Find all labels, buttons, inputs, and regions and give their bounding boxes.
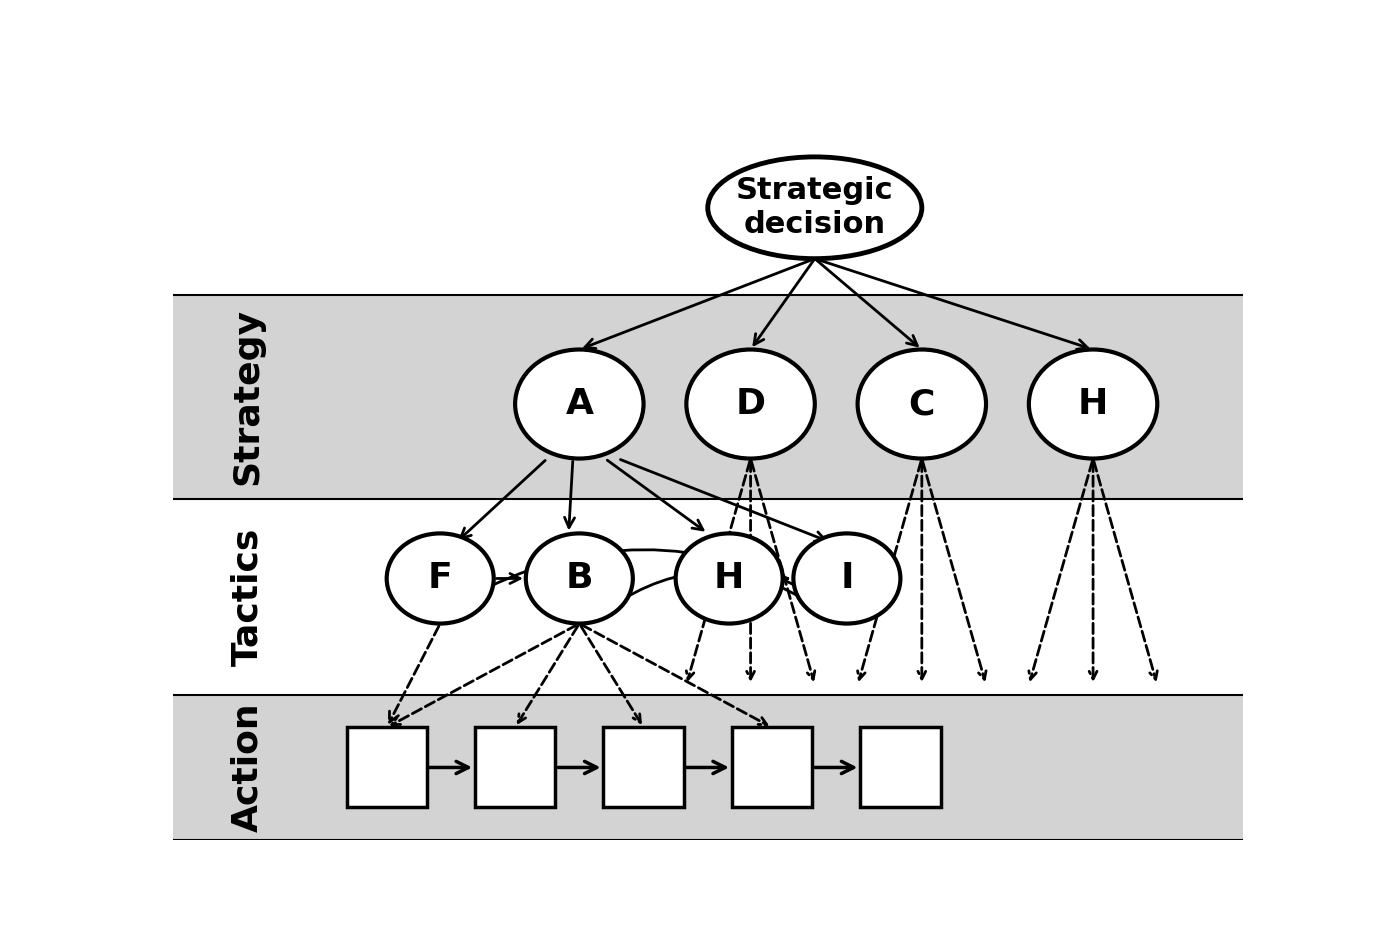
Text: F: F xyxy=(428,562,453,596)
FancyArrowPatch shape xyxy=(751,462,815,680)
Ellipse shape xyxy=(526,533,632,624)
FancyArrowPatch shape xyxy=(818,261,917,346)
FancyArrowPatch shape xyxy=(581,625,766,725)
Bar xyxy=(475,728,555,807)
FancyArrowPatch shape xyxy=(923,462,986,680)
Ellipse shape xyxy=(675,533,783,624)
FancyArrowPatch shape xyxy=(429,762,468,773)
FancyArrowPatch shape xyxy=(620,460,826,541)
Bar xyxy=(173,295,1243,498)
Ellipse shape xyxy=(686,349,815,459)
FancyArrowPatch shape xyxy=(558,762,597,773)
Bar xyxy=(603,728,684,807)
Bar xyxy=(173,498,1243,695)
Text: Strategic
decision: Strategic decision xyxy=(736,177,894,239)
Text: A: A xyxy=(565,387,594,421)
Text: H: H xyxy=(714,562,744,596)
Text: B: B xyxy=(566,562,592,596)
Bar xyxy=(732,728,812,807)
FancyArrowPatch shape xyxy=(778,574,787,583)
FancyArrowPatch shape xyxy=(497,574,519,583)
FancyArrowPatch shape xyxy=(686,462,750,680)
Text: Strategy: Strategy xyxy=(231,309,265,485)
FancyArrowPatch shape xyxy=(1094,462,1157,680)
FancyArrowPatch shape xyxy=(818,260,1087,349)
FancyArrowPatch shape xyxy=(686,762,725,773)
Ellipse shape xyxy=(515,349,644,459)
FancyArrowPatch shape xyxy=(754,261,813,345)
Bar xyxy=(347,728,427,807)
FancyArrowPatch shape xyxy=(464,549,820,599)
Text: Action: Action xyxy=(231,702,265,833)
Text: H: H xyxy=(1079,387,1108,421)
Ellipse shape xyxy=(387,533,494,624)
FancyArrowPatch shape xyxy=(461,461,545,538)
FancyArrowPatch shape xyxy=(858,462,921,680)
FancyArrowPatch shape xyxy=(815,762,853,773)
Text: D: D xyxy=(736,387,765,421)
Ellipse shape xyxy=(858,349,986,459)
Bar xyxy=(173,695,1243,840)
Text: Tactics: Tactics xyxy=(231,528,265,666)
FancyArrowPatch shape xyxy=(581,626,641,722)
FancyArrowPatch shape xyxy=(918,462,925,679)
FancyArrowPatch shape xyxy=(389,626,439,722)
FancyArrowPatch shape xyxy=(1029,462,1092,680)
Bar xyxy=(860,728,940,807)
Text: I: I xyxy=(840,562,853,596)
FancyArrowPatch shape xyxy=(565,462,574,528)
Ellipse shape xyxy=(1029,349,1157,459)
FancyArrowPatch shape xyxy=(1090,462,1097,679)
FancyArrowPatch shape xyxy=(747,462,754,679)
FancyArrowPatch shape xyxy=(608,460,703,530)
FancyArrowPatch shape xyxy=(584,260,812,348)
Text: C: C xyxy=(909,387,935,421)
FancyArrowPatch shape xyxy=(518,626,577,722)
FancyArrowPatch shape xyxy=(609,572,815,609)
Ellipse shape xyxy=(707,157,923,259)
FancyArrowPatch shape xyxy=(392,625,577,725)
Ellipse shape xyxy=(793,533,900,624)
